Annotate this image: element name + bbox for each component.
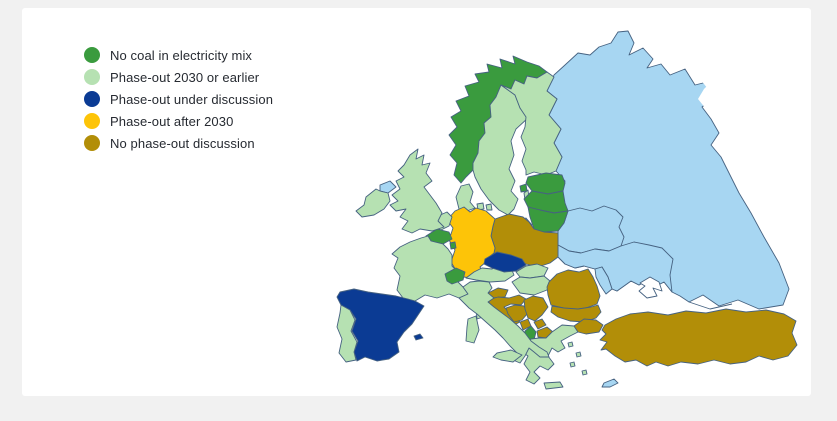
- legend-swatch-phaseout-2030: [84, 69, 100, 85]
- island-crete[interactable]: [543, 381, 564, 390]
- country-luxembourg[interactable]: [449, 241, 457, 250]
- country-bulgaria[interactable]: [550, 304, 602, 323]
- europe-map: [318, 5, 812, 405]
- legend-label: No phase-out discussion: [110, 135, 255, 151]
- legend-item: No phase-out discussion: [84, 132, 273, 154]
- country-finland[interactable]: [500, 71, 563, 176]
- country-romania[interactable]: [546, 268, 601, 311]
- country-sweden[interactable]: [472, 84, 529, 216]
- country-cyprus[interactable]: [601, 378, 619, 388]
- country-czechia[interactable]: [483, 251, 527, 273]
- caucasus-border: [688, 301, 733, 310]
- country-northern-ireland[interactable]: [379, 180, 397, 194]
- legend-label: No coal in electricity mix: [110, 47, 253, 63]
- country-serbia[interactable]: [523, 295, 549, 322]
- island-funen[interactable]: [476, 202, 485, 211]
- map-countries: [336, 30, 798, 390]
- country-italy[interactable]: [458, 280, 550, 364]
- country-switzerland[interactable]: [444, 267, 466, 285]
- legend-item: Phase-out after 2030: [84, 110, 273, 132]
- legend-item: Phase-out 2030 or earlier: [84, 66, 273, 88]
- legend-swatch-after-2030: [84, 113, 100, 129]
- white-sea-bay: [698, 81, 718, 109]
- country-portugal[interactable]: [336, 304, 358, 363]
- island-sardinia[interactable]: [465, 315, 480, 344]
- legend-item: No coal in electricity mix: [84, 44, 273, 66]
- country-spain[interactable]: [336, 288, 425, 362]
- country-turkey-thrace[interactable]: [573, 318, 604, 335]
- island-sicily[interactable]: [492, 349, 523, 363]
- island-balearics[interactable]: [413, 333, 424, 341]
- country-denmark[interactable]: [455, 183, 476, 212]
- legend-label: Phase-out under discussion: [110, 91, 274, 107]
- aegean-islands[interactable]: [567, 341, 588, 376]
- legend: No coal in electricity mix Phase-out 203…: [84, 44, 273, 154]
- island-saaremaa[interactable]: [519, 183, 528, 193]
- country-crimea[interactable]: [638, 276, 663, 299]
- legend-swatch-no-phaseout: [84, 135, 100, 151]
- island-zealand[interactable]: [485, 203, 493, 211]
- country-turkey[interactable]: [599, 308, 798, 367]
- country-bosnia[interactable]: [505, 304, 529, 323]
- country-moldova[interactable]: [594, 266, 613, 295]
- legend-label: Phase-out 2030 or earlier: [110, 69, 260, 85]
- legend-label: Phase-out after 2030: [110, 113, 234, 129]
- country-hungary[interactable]: [511, 275, 551, 296]
- legend-item: Phase-out under discussion: [84, 88, 273, 110]
- country-kosovo[interactable]: [533, 318, 547, 330]
- legend-swatch-under-discussion: [84, 91, 100, 107]
- country-uk[interactable]: [389, 148, 445, 234]
- country-ireland[interactable]: [355, 188, 391, 218]
- country-belarus[interactable]: [557, 205, 625, 254]
- country-lithuania[interactable]: [527, 206, 569, 233]
- legend-swatch-no-coal: [84, 47, 100, 63]
